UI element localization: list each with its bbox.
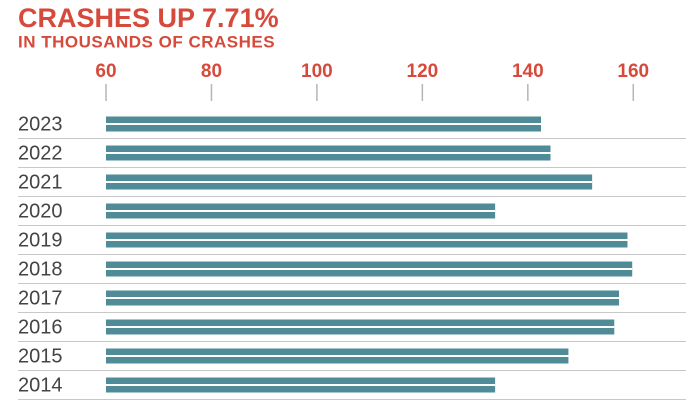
y-tick-label: 2016 bbox=[18, 316, 63, 338]
y-tick-label: 2018 bbox=[18, 258, 63, 280]
x-tick-label: 140 bbox=[512, 61, 544, 82]
x-tick-label: 80 bbox=[201, 61, 222, 82]
y-tick-label: 2022 bbox=[18, 142, 63, 164]
y-tick-label: 2015 bbox=[18, 345, 63, 367]
x-tick-label: 160 bbox=[617, 61, 649, 82]
y-tick-label: 2021 bbox=[18, 171, 63, 193]
x-tick-label: 60 bbox=[95, 61, 116, 82]
y-tick-label: 2019 bbox=[18, 229, 63, 251]
chart-subtitle: IN THOUSANDS OF CRASHES bbox=[18, 32, 275, 51]
y-tick-label: 2020 bbox=[18, 200, 63, 222]
y-tick-label: 2023 bbox=[18, 113, 63, 135]
y-tick-label: 2014 bbox=[18, 374, 63, 396]
y-tick-label: 2017 bbox=[18, 287, 63, 309]
x-tick-label: 100 bbox=[301, 61, 333, 82]
x-tick-label: 120 bbox=[407, 61, 439, 82]
chart-title: CRASHES UP 7.71% bbox=[18, 3, 279, 33]
